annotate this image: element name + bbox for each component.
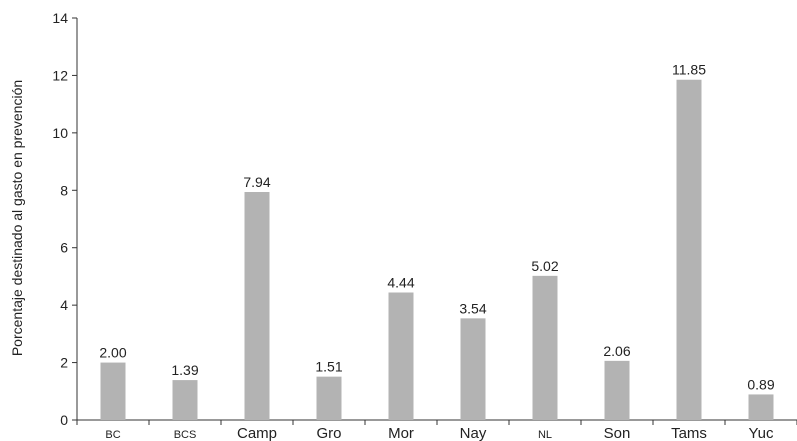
category-label: BC xyxy=(105,429,120,441)
bar xyxy=(172,380,198,420)
category-label: Yuc xyxy=(748,425,774,441)
y-tick-label: 10 xyxy=(52,125,68,141)
category-label: NL xyxy=(538,429,552,441)
y-tick-label: 4 xyxy=(60,297,68,313)
data-label: 5.02 xyxy=(531,258,558,274)
y-tick-label: 2 xyxy=(60,355,68,371)
data-label: 2.06 xyxy=(603,343,630,359)
category-label: Tams xyxy=(671,425,707,441)
data-label: 4.44 xyxy=(387,275,414,291)
category-label: Mor xyxy=(388,425,414,441)
data-label: 11.85 xyxy=(672,62,706,78)
category-label: Son xyxy=(604,425,631,441)
data-label: 7.94 xyxy=(243,174,270,190)
bars xyxy=(100,79,774,420)
bar xyxy=(388,292,414,420)
category-label: Nay xyxy=(460,425,487,441)
y-axis-title: Porcentaje destinado al gasto en prevenc… xyxy=(9,80,25,356)
data-label: 0.89 xyxy=(747,376,774,392)
bar xyxy=(604,360,630,420)
data-label: 3.54 xyxy=(459,300,486,316)
data-label: 1.39 xyxy=(171,362,198,378)
value-labels: 2.00 1.39 7.94 1.51 4.44 3.54 5.02 2.06 11.85 0.8… xyxy=(99,62,774,393)
y-tick-label: 8 xyxy=(60,182,68,198)
bar xyxy=(244,192,270,420)
y-tick-label: 14 xyxy=(52,10,68,26)
bar xyxy=(316,376,342,420)
data-label: 2.00 xyxy=(99,345,126,361)
category-label: Gro xyxy=(316,425,341,441)
data-label: 1.51 xyxy=(315,359,342,375)
bar xyxy=(532,275,558,420)
bar xyxy=(748,394,774,420)
y-axis: 0 2 4 6 8 10 12 14 xyxy=(52,10,78,428)
category-label: BCS xyxy=(174,429,197,441)
bar xyxy=(100,362,126,420)
y-tick-label: 6 xyxy=(60,240,68,256)
category-label: Camp xyxy=(237,425,277,441)
y-tick-label: 0 xyxy=(60,412,68,428)
bar xyxy=(676,79,702,420)
y-tick-label: 12 xyxy=(52,67,68,83)
category-labels: BC BCS Camp Gro Mor Nay NL Son Tams Yuc xyxy=(105,425,774,441)
bar xyxy=(460,318,486,420)
